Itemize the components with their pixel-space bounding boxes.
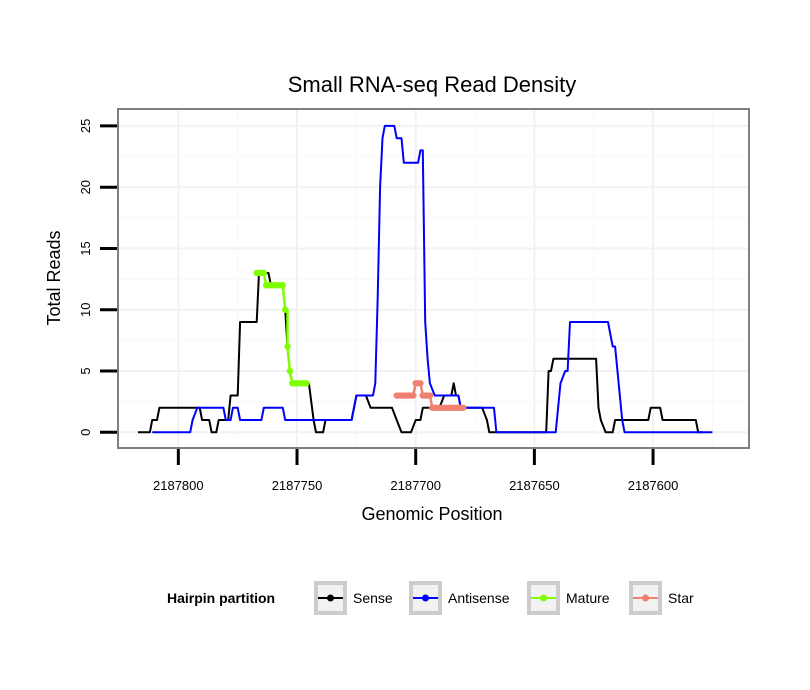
- x-axis-title: Genomic Position: [361, 504, 502, 524]
- x-tick-label: 2187800: [153, 478, 204, 493]
- y-tick-label: 20: [78, 180, 93, 194]
- legend-key-point: [327, 594, 334, 602]
- y-tick-label: 5: [78, 367, 93, 374]
- y-axis-title: Total Reads: [44, 230, 64, 325]
- legend-label: Mature: [566, 590, 610, 606]
- data-point-star: [459, 404, 467, 411]
- x-tick-label: 2187750: [272, 478, 323, 493]
- plot-panel: [117, 108, 750, 449]
- legend: Hairpin partition Sense Antisense Mature St…: [167, 581, 694, 615]
- major-gridlines: [119, 110, 748, 447]
- y-tick-label: 10: [78, 303, 93, 317]
- x-tick-label: 2187700: [390, 478, 441, 493]
- legend-label: Antisense: [448, 590, 510, 606]
- data-point-star: [417, 380, 424, 387]
- legend-label: Sense: [353, 590, 393, 606]
- series-layer: [138, 124, 713, 434]
- legend-key-point: [422, 594, 429, 602]
- legend-item-sense: Sense: [314, 581, 393, 615]
- series-line-antisense: [152, 124, 713, 434]
- chart-title: Small RNA-seq Read Density: [288, 72, 577, 97]
- data-point-mature: [303, 380, 310, 387]
- y-tick-label: 25: [78, 119, 93, 133]
- x-tick-label: 2187650: [509, 478, 560, 493]
- y-axis: 0 5 10 15 20 25: [78, 119, 117, 436]
- minor-gridlines: [119, 110, 748, 447]
- y-tick-label: 0: [78, 429, 93, 436]
- y-tick-label: 15: [78, 241, 93, 255]
- data-point-mature: [281, 306, 289, 313]
- x-axis: 2187800 2187750 2187700 2187650 2187600: [153, 449, 678, 493]
- data-point-mature: [284, 343, 291, 350]
- legend-item-antisense: Antisense: [409, 581, 510, 615]
- legend-key-point: [540, 594, 547, 602]
- legend-item-mature: Mature: [527, 581, 610, 615]
- data-point-star: [410, 392, 417, 399]
- x-tick-label: 2187600: [628, 478, 679, 493]
- data-point-mature: [286, 367, 294, 375]
- data-point-star: [426, 392, 434, 399]
- legend-item-star: Star: [629, 581, 694, 615]
- legend-title: Hairpin partition: [167, 590, 275, 606]
- legend-label: Star: [668, 590, 694, 606]
- legend-key-point: [642, 594, 649, 602]
- data-point-mature: [279, 282, 286, 289]
- data-point-mature: [260, 269, 267, 277]
